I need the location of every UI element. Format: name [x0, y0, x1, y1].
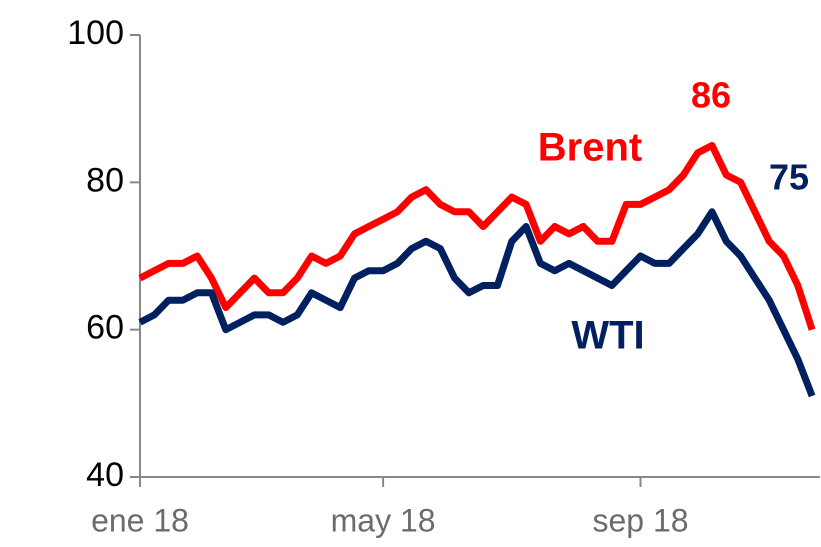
- y-tick-label: 80: [86, 161, 124, 199]
- x-tick-label: ene 18: [91, 502, 189, 538]
- annotation: 75: [769, 157, 809, 198]
- series-line: [138, 208, 816, 398]
- annotation: 86: [691, 75, 731, 116]
- series-label: Brent: [538, 126, 642, 170]
- y-tick-label: 60: [86, 309, 124, 347]
- series-label: WTI: [571, 314, 644, 358]
- x-tick-label: may 18: [331, 502, 436, 538]
- x-tick-label: sep 18: [592, 502, 688, 538]
- y-tick-label: 100: [67, 14, 124, 52]
- series-line: [138, 142, 816, 331]
- y-tick-label: 40: [86, 456, 124, 494]
